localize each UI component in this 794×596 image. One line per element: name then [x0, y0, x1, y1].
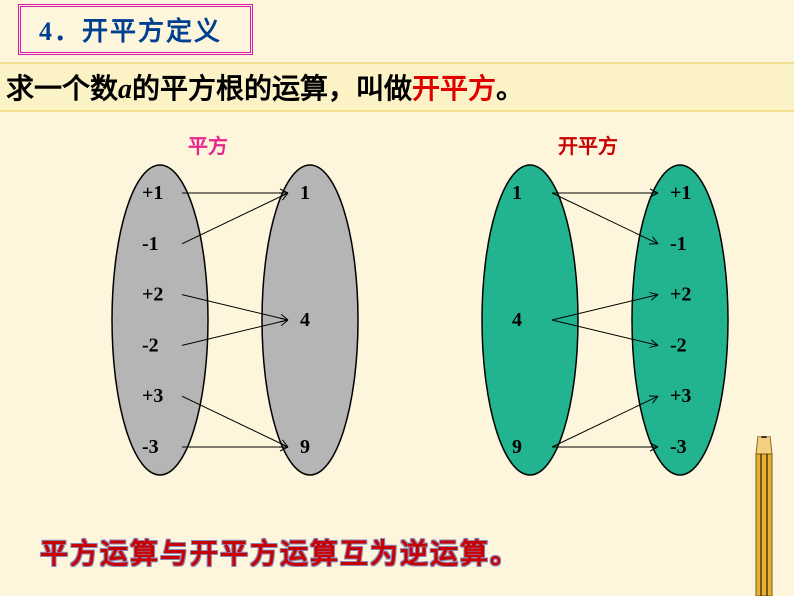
svg-text:+1: +1: [142, 182, 163, 204]
def-prefix: 求一个数: [6, 74, 118, 105]
svg-text:+1: +1: [670, 182, 691, 204]
diagram-area: 平方 开平方 +1-1+2-2+3-3149149+1-1+2-2+3-3: [0, 130, 794, 510]
svg-text:-2: -2: [142, 334, 159, 356]
def-variable: a: [118, 74, 132, 105]
section-title: 4．开平方定义: [39, 17, 222, 46]
def-suffix: 。: [496, 74, 524, 105]
svg-text:-2: -2: [670, 334, 687, 356]
def-mid: 的平方根的运算，叫做: [132, 74, 412, 105]
svg-text:4: 4: [512, 309, 522, 331]
svg-text:+3: +3: [670, 385, 691, 407]
svg-text:9: 9: [300, 436, 310, 458]
definition-text: 求一个数a的平方根的运算，叫做开平方。: [6, 67, 524, 107]
svg-text:-1: -1: [670, 233, 687, 255]
svg-text:1: 1: [512, 182, 522, 204]
svg-text:-1: -1: [142, 233, 159, 255]
svg-text:+3: +3: [142, 385, 163, 407]
title-box: 4．开平方定义: [18, 4, 253, 55]
svg-text:-3: -3: [670, 436, 687, 458]
label-square: 平方: [188, 130, 228, 159]
svg-text:9: 9: [512, 436, 522, 458]
svg-text:+2: +2: [670, 284, 691, 306]
def-keyword: 开平方: [412, 74, 496, 105]
label-sqrt: 开平方: [558, 130, 618, 159]
mapping-diagram: +1-1+2-2+3-3149149+1-1+2-2+3-3: [0, 130, 794, 510]
definition-bar: 求一个数a的平方根的运算，叫做开平方。: [0, 62, 794, 112]
conclusion-text: 平方运算与开平方运算互为逆运算。: [40, 532, 520, 572]
pencil-decoration: [744, 436, 784, 596]
svg-text:-3: -3: [142, 436, 159, 458]
svg-text:4: 4: [300, 309, 310, 331]
svg-text:+2: +2: [142, 284, 163, 306]
svg-text:1: 1: [300, 182, 310, 204]
